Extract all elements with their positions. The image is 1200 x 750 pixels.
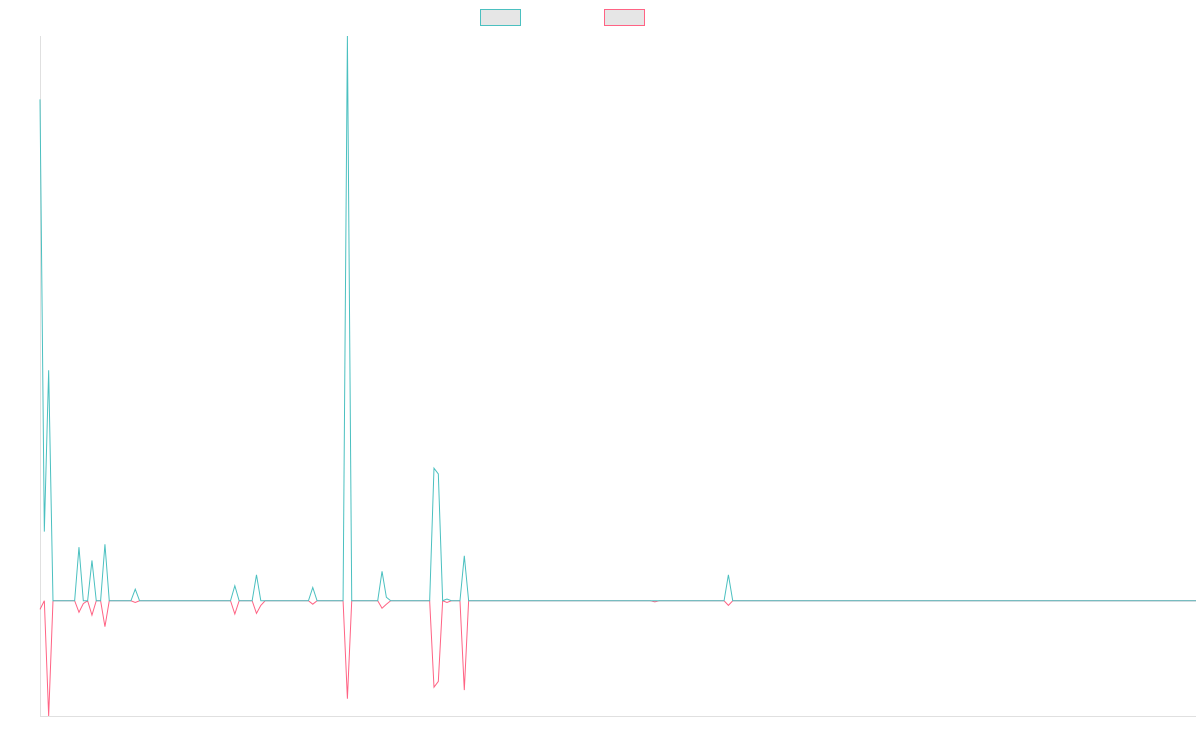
series-line-1 — [39, 35, 1196, 602]
legend — [480, 9, 645, 26]
series-line-2 — [39, 599, 1196, 717]
series-layer — [39, 35, 1196, 717]
legend-item-2[interactable] — [604, 9, 645, 26]
legend-swatch-1 — [480, 9, 521, 26]
axes — [40, 36, 1196, 717]
legend-item-1[interactable] — [480, 9, 521, 26]
legend-swatch-2 — [604, 9, 645, 26]
